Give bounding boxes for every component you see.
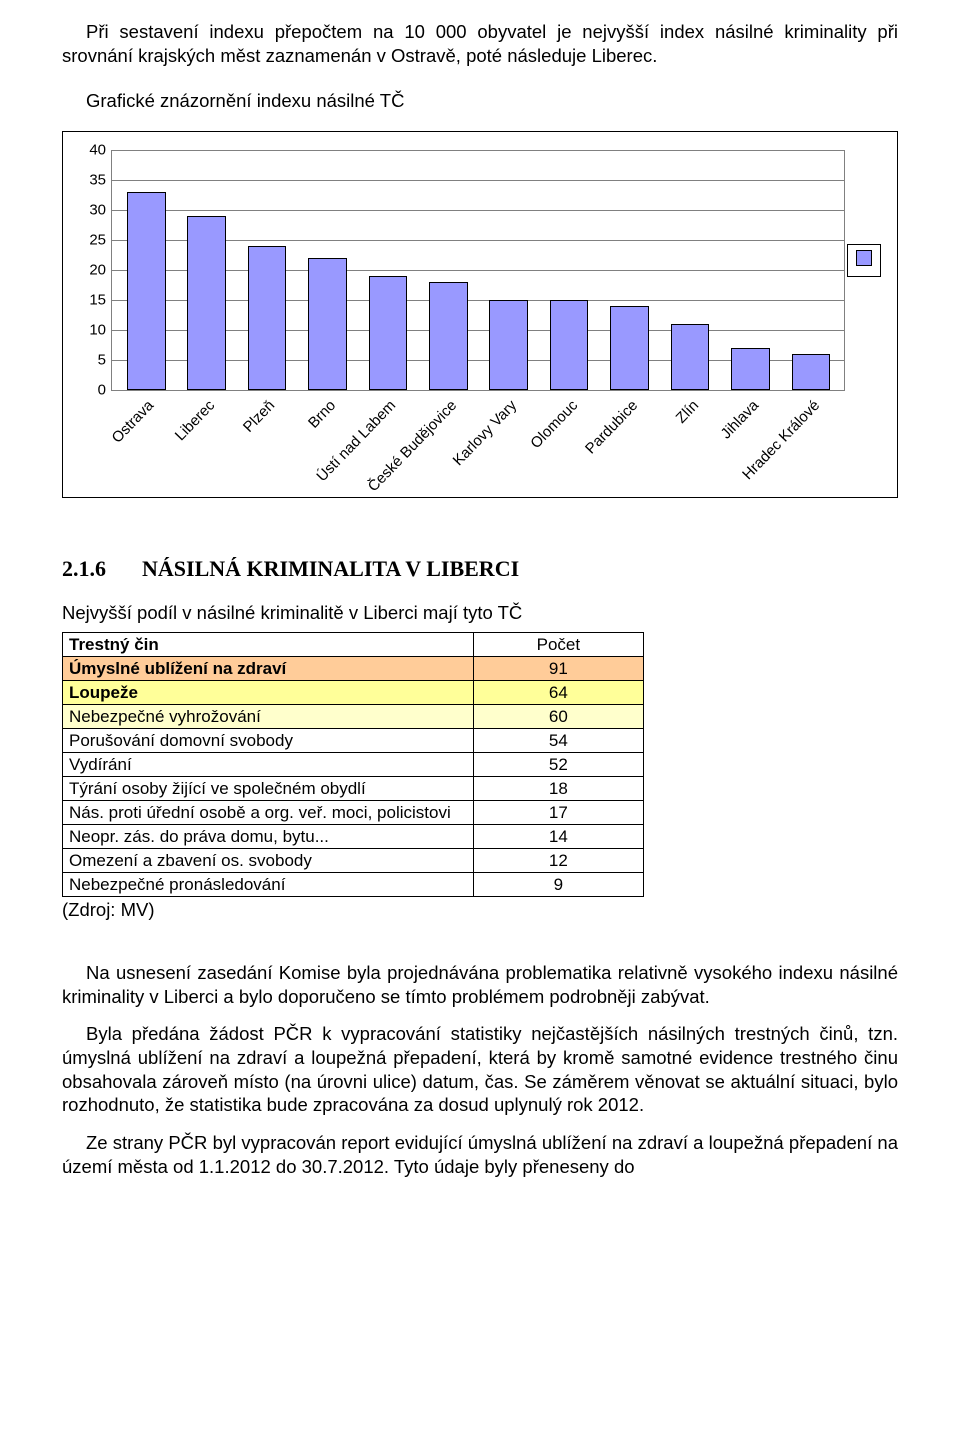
- bar: [429, 282, 468, 390]
- chart-frame: 0 5 10 15 20 25 30 35 40 Ostrava Liberec Plzeň Brno…: [62, 131, 898, 498]
- section-title: NÁSILNÁ KRIMINALITA V LIBERCI: [142, 556, 519, 582]
- x-label: Zlín: [672, 397, 702, 427]
- table-cell-count: 14: [473, 825, 643, 849]
- table-row: Loupeže64: [63, 681, 644, 705]
- y-tick: 10: [78, 322, 106, 339]
- table-cell-label: Neopr. zás. do práva domu, bytu...: [63, 825, 474, 849]
- bar: [187, 216, 226, 390]
- table-cell-count: 17: [473, 801, 643, 825]
- bar: [671, 324, 710, 390]
- table-cell-count: 64: [473, 681, 643, 705]
- y-tick: 30: [78, 202, 106, 219]
- x-label: Brno: [305, 397, 339, 432]
- legend-swatch: [856, 250, 872, 266]
- bar: [550, 300, 589, 390]
- paragraph-1: Na usnesení zasedání Komise byla projedn…: [62, 961, 898, 1008]
- section-number: 2.1.6: [62, 556, 142, 582]
- y-tick: 0: [78, 382, 106, 399]
- x-label: Jihlava: [718, 397, 763, 442]
- table-cell-label: Nebezpečné vyhrožování: [63, 705, 474, 729]
- table-cell-count: 12: [473, 849, 643, 873]
- table-cell-label: Porušování domovní svobody: [63, 729, 474, 753]
- bar: [731, 348, 770, 390]
- x-label: Liberec: [172, 397, 218, 444]
- bar: [610, 306, 649, 390]
- y-tick: 25: [78, 232, 106, 249]
- paragraph-2: Byla předána žádost PČR k vypracování st…: [62, 1022, 898, 1117]
- section-heading: 2.1.6 NÁSILNÁ KRIMINALITA V LIBERCI: [62, 556, 898, 582]
- table-intro: Nejvyšší podíl v násilné kriminalitě v L…: [62, 602, 898, 624]
- table-cell-label: Týrání osoby žijící ve společném obydlí: [63, 777, 474, 801]
- paragraph-3: Ze strany PČR byl vypracován report evid…: [62, 1131, 898, 1178]
- table-row: Nás. proti úřední osobě a org. veř. moci…: [63, 801, 644, 825]
- y-tick: 15: [78, 292, 106, 309]
- table-row: Nebezpečné pronásledování9: [63, 873, 644, 897]
- table-header-label: Trestný čin: [63, 633, 474, 657]
- bar-chart: 0510152025303540 OstravaLiberecPlzeňBrno…: [77, 150, 845, 471]
- table-cell-label: Úmyslné ublížení na zdraví: [63, 657, 474, 681]
- table-cell-label: Vydírání: [63, 753, 474, 777]
- crime-table: Trestný činPočetÚmyslné ublížení na zdra…: [62, 632, 644, 897]
- chart-title: Grafické znázornění indexu násilné TČ: [62, 89, 898, 113]
- bar: [369, 276, 408, 390]
- table-row: Neopr. zás. do práva domu, bytu...14: [63, 825, 644, 849]
- x-label: Ostrava: [109, 397, 158, 447]
- table-row: Omezení a zbavení os. svobody12: [63, 849, 644, 873]
- table-row: Nebezpečné vyhrožování60: [63, 705, 644, 729]
- chart-legend: [845, 190, 883, 331]
- bar: [248, 246, 287, 390]
- bar: [127, 192, 166, 390]
- y-tick: 40: [78, 142, 106, 159]
- table-cell-label: Omezení a zbavení os. svobody: [63, 849, 474, 873]
- y-tick: 5: [78, 352, 106, 369]
- y-tick: 20: [78, 262, 106, 279]
- table-row: Úmyslné ublížení na zdraví91: [63, 657, 644, 681]
- table-cell-count: 18: [473, 777, 643, 801]
- bar: [792, 354, 831, 390]
- table-row: Týrání osoby žijící ve společném obydlí1…: [63, 777, 644, 801]
- table-cell-count: 9: [473, 873, 643, 897]
- table-row: Vydírání52: [63, 753, 644, 777]
- y-tick: 35: [78, 172, 106, 189]
- table-cell-count: 60: [473, 705, 643, 729]
- table-cell-label: Loupeže: [63, 681, 474, 705]
- table-header-count: Počet: [473, 633, 643, 657]
- table-cell-count: 52: [473, 753, 643, 777]
- intro-paragraph: Při sestavení indexu přepočtem na 10 000…: [62, 20, 898, 67]
- table-cell-count: 54: [473, 729, 643, 753]
- table-cell-label: Nebezpečné pronásledování: [63, 873, 474, 897]
- table-source: (Zdroj: MV): [62, 899, 898, 921]
- bar: [489, 300, 528, 390]
- table-cell-count: 91: [473, 657, 643, 681]
- table-cell-label: Nás. proti úřední osobě a org. veř. moci…: [63, 801, 474, 825]
- bar: [308, 258, 347, 390]
- table-row: Porušování domovní svobody54: [63, 729, 644, 753]
- x-label: Plzeň: [240, 397, 278, 436]
